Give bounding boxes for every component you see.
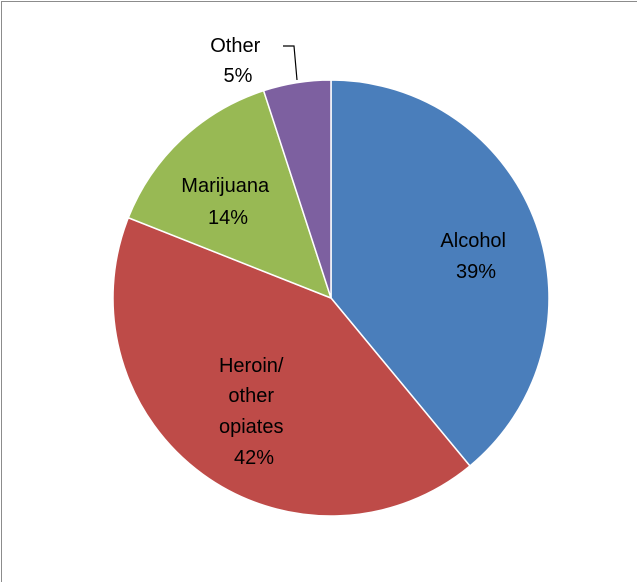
other-leader-line [283, 45, 298, 81]
label-other-value: 5% [224, 65, 253, 87]
pie-slice-heroin-other-opiates [112, 216, 472, 517]
label-heroin-line3: opiates [219, 416, 284, 438]
label-heroin: Heroin/ other opiates 42% [219, 355, 289, 469]
label-alcohol-name: Alcohol [440, 230, 506, 252]
label-marijuana: Marijuana 14% [181, 175, 274, 229]
label-heroin-line1: Heroin/ [219, 355, 284, 377]
label-marijuana-value: 14% [208, 207, 248, 229]
label-alcohol-value: 39% [456, 261, 496, 283]
pie-slices [112, 79, 550, 517]
pie-slice-other [262, 79, 332, 299]
label-heroin-line2: other [228, 385, 274, 407]
label-marijuana-name: Marijuana [181, 175, 270, 197]
label-other: Other 5% [210, 35, 266, 87]
label-heroin-value: 42% [234, 447, 274, 469]
label-alcohol: Alcohol 39% [440, 230, 511, 283]
pie-slice-alcohol [330, 79, 550, 468]
label-other-name: Other [210, 35, 260, 57]
